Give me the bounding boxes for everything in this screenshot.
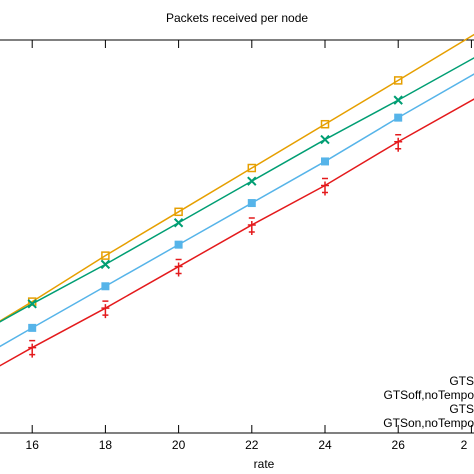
data-point xyxy=(247,176,257,186)
data-point xyxy=(393,76,403,85)
data-point xyxy=(174,258,183,277)
plot-frame xyxy=(0,39,474,434)
series-layer xyxy=(0,33,474,367)
data-point xyxy=(247,217,256,235)
data-point xyxy=(28,323,37,332)
series-1 xyxy=(0,57,474,323)
data-point xyxy=(28,339,37,358)
series-line xyxy=(0,73,474,348)
x-axis-label: rate xyxy=(254,457,275,471)
x-tick-label: 24 xyxy=(318,438,332,452)
series-2 xyxy=(0,73,474,348)
data-point xyxy=(174,207,183,217)
legend-entry: GTSon,noTempo xyxy=(383,416,474,430)
x-tick-label: 22 xyxy=(245,438,259,452)
data-point xyxy=(173,218,184,228)
data-point xyxy=(247,163,257,173)
x-tick-label: 16 xyxy=(26,438,40,452)
data-point xyxy=(321,157,329,166)
data-point xyxy=(394,133,403,152)
x-tick-label: 18 xyxy=(99,438,113,452)
data-point xyxy=(394,113,403,122)
legend-entry: GTSoff,noTempo xyxy=(384,388,474,402)
data-point xyxy=(393,95,403,105)
x-tick-label: 2 xyxy=(461,438,468,452)
legend-entry: GTS xyxy=(449,402,474,416)
series-0 xyxy=(0,33,474,322)
series-line xyxy=(0,57,474,323)
data-point xyxy=(320,134,330,145)
series-3 xyxy=(0,98,474,367)
data-point xyxy=(27,299,37,309)
x-tick-label: 20 xyxy=(172,438,186,452)
data-point xyxy=(100,259,111,270)
series-line xyxy=(0,98,474,367)
data-point xyxy=(101,282,110,291)
chart-title: Packets received per node xyxy=(166,11,308,25)
data-point xyxy=(101,300,110,319)
data-point xyxy=(174,240,183,249)
data-point xyxy=(321,177,329,196)
x-tick-label: 26 xyxy=(392,438,406,452)
legend-entry: GTS xyxy=(449,374,474,388)
x-axis-ticks: 16 18 20 22 24 26 2 xyxy=(26,40,472,452)
series-line xyxy=(0,33,474,322)
data-point xyxy=(247,199,256,208)
data-point xyxy=(320,119,330,129)
data-point xyxy=(101,251,110,260)
